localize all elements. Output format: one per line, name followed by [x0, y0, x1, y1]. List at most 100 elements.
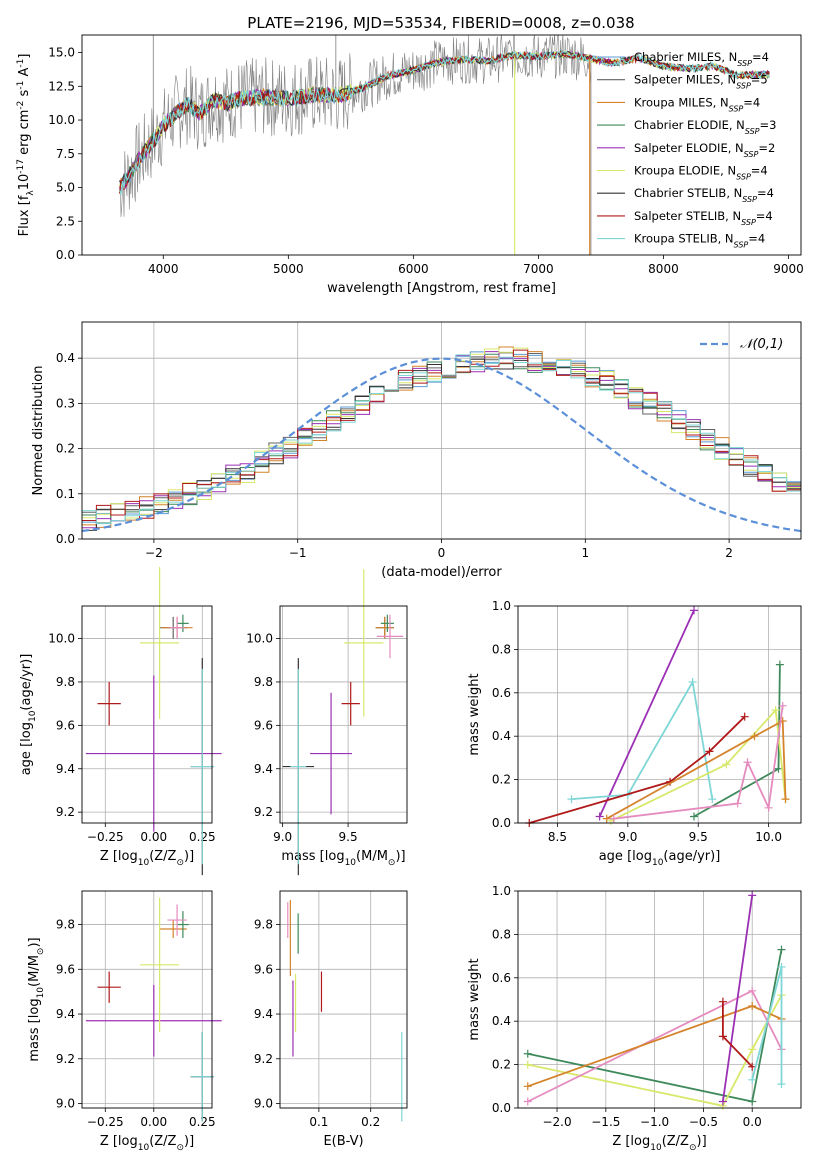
- label-part: (M/M: [27, 955, 42, 987]
- label-part: E(B-V): [323, 1134, 363, 1149]
- label-part: ⊙: [176, 858, 184, 868]
- y-tick-label: 0.2: [492, 1058, 511, 1072]
- x-tick-label: −0.25: [87, 830, 124, 844]
- y-tick-label: 9.0: [254, 1097, 273, 1111]
- mass-weight-line: [529, 716, 746, 824]
- label-part: (Z/Z: [149, 849, 176, 864]
- y-tick-label: 9.6: [56, 962, 75, 976]
- label-part: )]: [697, 1134, 707, 1149]
- label-part: Z [log: [100, 849, 138, 864]
- y-tick-label: 1.0: [492, 884, 511, 898]
- mass-weight-marker: [708, 795, 717, 804]
- x-tick-label: 2: [725, 546, 733, 560]
- label-part: A: [17, 68, 32, 81]
- label-part: (Z/Z: [662, 1134, 689, 1149]
- label-part: age [log: [599, 849, 652, 864]
- axes-frame: [517, 890, 802, 1109]
- axes-frame: [517, 605, 802, 824]
- y-tick-label: 9.2: [56, 805, 75, 819]
- y-axis-label: mass weight: [467, 673, 482, 755]
- legend-label: Kroupa ELODIE, NSSP=4: [634, 164, 768, 182]
- y-tick-label: 0.1: [56, 487, 75, 501]
- mass-weight-marker: [689, 606, 698, 615]
- x-axis-label: (data-model)/error: [381, 565, 502, 580]
- model-spectrum-line: [118, 50, 770, 196]
- y-tick-label: 9.0: [56, 1097, 75, 1111]
- y-tick-label: 0.4: [56, 351, 75, 365]
- label-part: (Z/Z: [149, 1134, 176, 1149]
- label-part: (M/M: [356, 849, 388, 864]
- x-tick-label: 9.5: [339, 830, 358, 844]
- y-tick-label: 9.4: [254, 762, 273, 776]
- label-part: s: [17, 89, 32, 100]
- x-tick-label: 9.5: [689, 830, 708, 844]
- y-tick-label: 0.4: [492, 729, 511, 743]
- x-axis-label: Z [log10(Z/Z⊙)]: [100, 849, 194, 868]
- mass-weight-line: [606, 719, 787, 820]
- mass-weight-marker: [750, 732, 759, 741]
- x-tick-label: 8.5: [548, 830, 567, 844]
- y-tick-label: 10.0: [246, 632, 273, 646]
- y-tick-label: 0.6: [492, 971, 511, 985]
- mass-weight-line: [571, 679, 714, 800]
- label-part: )]: [184, 849, 194, 864]
- mass-weight-marker: [740, 712, 749, 721]
- label-part: (age/yr)]: [19, 654, 34, 711]
- y-tick-label: 9.4: [56, 762, 75, 776]
- mass-weight-marker: [523, 1097, 532, 1106]
- mass-weight-marker: [743, 758, 752, 767]
- mass-weight-marker: [609, 814, 618, 823]
- label-part: ⊙: [176, 1143, 184, 1153]
- mass-weight-marker: [777, 962, 786, 971]
- x-tick-label: −0.5: [689, 1115, 718, 1129]
- label-part: (age/yr)]: [663, 849, 720, 864]
- y-tick-label: 0.2: [492, 773, 511, 787]
- mass-weight-marker: [722, 760, 731, 769]
- x-tick-label: 0.1: [309, 1115, 328, 1129]
- label-part: ⊙: [36, 948, 46, 956]
- y-tick-label: 0.0: [56, 248, 75, 262]
- label-part: Flux [f: [17, 195, 32, 236]
- x-tick-label: −1: [289, 546, 307, 560]
- mass-weight-marker: [777, 945, 786, 954]
- x-tick-label: −2: [145, 546, 163, 560]
- y-tick-label: 9.4: [254, 1007, 273, 1021]
- mass-weight-marker: [771, 706, 780, 715]
- legend-label: Chabrier MILES, NSSP=4: [634, 50, 769, 68]
- mass-weight-marker: [775, 660, 784, 669]
- y-axis-label: Normed distribution: [31, 366, 46, 496]
- label-part: )]: [27, 937, 42, 947]
- x-tick-label: 0.00: [140, 830, 167, 844]
- mass-weight-marker: [567, 795, 576, 804]
- x-tick-label: 6000: [398, 262, 429, 276]
- x-axis-label: Z [log10(Z/Z⊙)]: [612, 1134, 706, 1153]
- x-tick-label: 0.0: [743, 1115, 762, 1129]
- x-axis-label: E(B-V): [323, 1134, 363, 1149]
- mass-weight-marker: [748, 1002, 757, 1011]
- x-tick-label: 7000: [523, 262, 554, 276]
- label-part: 10: [138, 1143, 150, 1153]
- legend-label: Chabrier STELIB, NSSP=4: [634, 186, 774, 204]
- x-axis-label: age [log10(age/yr)]: [599, 849, 721, 868]
- y-tick-label: 9.8: [254, 918, 273, 932]
- mass-weight-marker: [718, 1097, 727, 1106]
- label-part: ⊙: [689, 1143, 697, 1153]
- y-tick-label: 9.6: [254, 718, 273, 732]
- mass-weight-marker: [781, 795, 790, 804]
- x-axis-label: mass [log10(M/M⊙)]: [281, 849, 405, 868]
- label-part: 10: [36, 987, 46, 999]
- y-tick-label: 0.4: [492, 1014, 511, 1028]
- y-tick-label: 9.4: [56, 1007, 75, 1021]
- x-axis-label: wavelength [Angstrom, rest frame]: [327, 281, 556, 296]
- label-part: 10: [17, 174, 32, 191]
- label-part: Z [log: [612, 1134, 650, 1149]
- label-part: wavelength [Angstrom, rest frame]: [327, 281, 556, 296]
- mass-weight-marker: [777, 1080, 786, 1089]
- y-tick-label: 0.0: [492, 1101, 511, 1115]
- y-tick-label: 9.8: [56, 675, 75, 689]
- mass-weight-marker: [689, 812, 698, 821]
- axes-frame: [81, 34, 802, 256]
- y-tick-label: 0.8: [492, 642, 511, 656]
- label-part: mass [log: [281, 849, 344, 864]
- y-tick-label: 5.0: [56, 181, 75, 195]
